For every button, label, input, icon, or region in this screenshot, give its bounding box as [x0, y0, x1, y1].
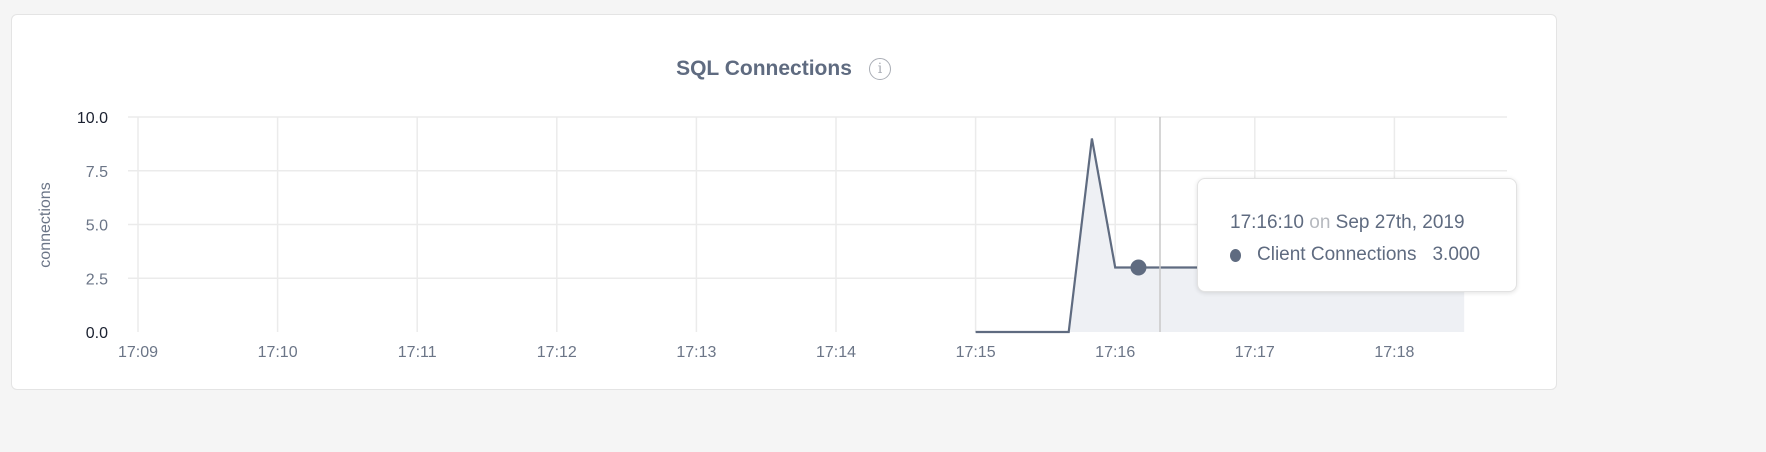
chart-title: SQL Connections: [676, 57, 852, 80]
y-tick-label: 2.5: [86, 271, 108, 288]
chart-tooltip: 17:16:10 on Sep 27th, 2019 Client Connec…: [1197, 178, 1517, 292]
y-tick-label: 5.0: [86, 218, 108, 235]
x-tick-label: 17:09: [118, 344, 158, 361]
y-axis-label: connections: [37, 182, 54, 267]
series-dot-icon: [1230, 248, 1241, 262]
y-tick-label: 7.5: [86, 164, 108, 181]
x-tick-label: 17:13: [676, 344, 716, 361]
info-icon[interactable]: i: [869, 58, 891, 80]
x-tick-label: 17:17: [1235, 344, 1275, 361]
tooltip-on: on: [1309, 212, 1331, 233]
highlight-point: [1130, 259, 1147, 276]
tooltip-time: 17:16:10: [1230, 212, 1304, 233]
x-tick-label: 17:16: [1095, 344, 1135, 361]
x-tick-label: 17:18: [1374, 344, 1414, 361]
x-tick-label: 17:15: [956, 344, 996, 361]
y-tick-label: 10.0: [77, 110, 108, 127]
tooltip-date: Sep 27th, 2019: [1335, 212, 1465, 233]
x-tick-label: 17:14: [816, 344, 856, 361]
x-tick-label: 17:11: [398, 344, 437, 361]
x-tick-label: 17:12: [537, 344, 577, 361]
tooltip-value: 3.000: [1432, 244, 1481, 265]
tooltip-series: Client Connections: [1257, 244, 1417, 265]
y-tick-label: 0.0: [86, 325, 108, 342]
x-tick-label: 17:10: [258, 344, 298, 361]
